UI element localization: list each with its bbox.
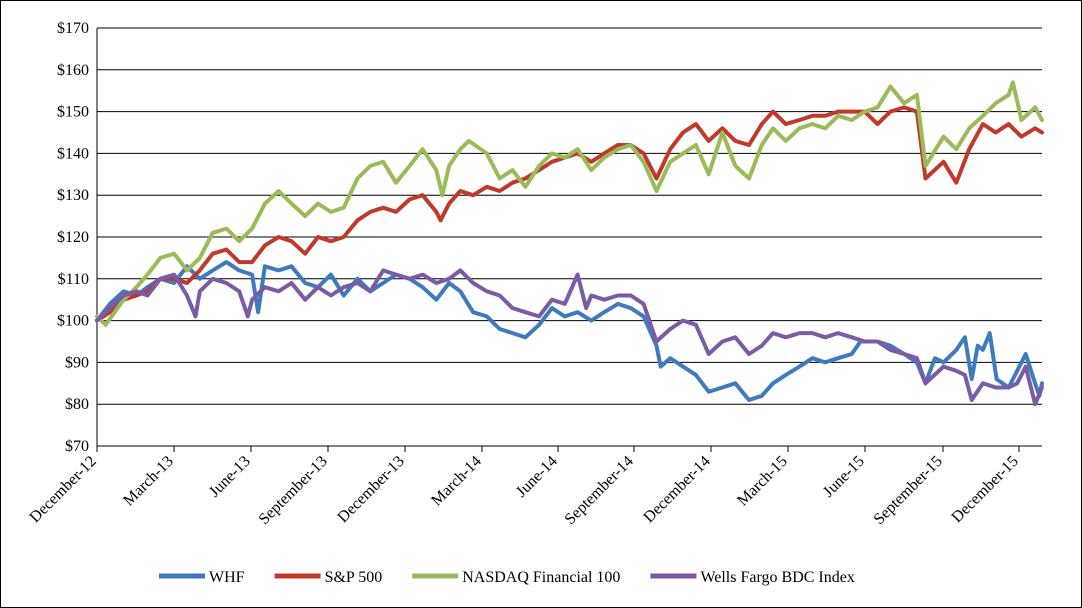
legend: WHF S&P 500 NASDAQ Financial 100 Wells Farg… (159, 569, 855, 586)
y-tick-label: $150 (57, 104, 89, 121)
legend-label: S&P 500 (325, 569, 383, 586)
legend-label: WHF (209, 569, 245, 586)
gridlines (97, 27, 1042, 447)
x-tick-label: December-15 (948, 453, 1021, 526)
y-tick-label: $80 (65, 396, 89, 413)
y-tick-label: $170 (57, 20, 89, 37)
x-axis: December-12 March-13 June-13 September-13 De… (26, 445, 1042, 528)
y-tick-label: $100 (57, 313, 89, 330)
y-tick-label: $140 (57, 145, 89, 162)
legend-label: Wells Fargo BDC Index (700, 569, 854, 586)
y-tick-label: $70 (65, 438, 89, 455)
y-tick-label: $90 (65, 354, 89, 371)
x-tick-label: December-14 (640, 453, 713, 526)
x-tick-label: December-13 (334, 453, 407, 526)
x-tick-label: June-15 (820, 453, 868, 501)
series-lines (95, 80, 1044, 407)
y-axis: $70 $80 $90 $100 $110 $120 $130 $140 $150 $160 $17… (57, 20, 98, 455)
x-tick-label: June-14 (513, 453, 561, 501)
x-tick-label: September-15 (871, 453, 946, 528)
legend-label: NASDAQ Financial 100 (462, 569, 620, 586)
x-tick-label: March-13 (120, 453, 177, 510)
y-tick-label: $160 (57, 62, 89, 79)
x-tick-label: September-13 (256, 453, 331, 528)
series-line-0 (95, 260, 1044, 402)
x-tick-label: June-13 (206, 453, 254, 501)
x-tick-label: September-14 (562, 453, 637, 528)
x-tick-label: March-15 (734, 453, 791, 510)
series-line-3 (95, 268, 1044, 407)
series-line-2 (95, 80, 1044, 327)
x-tick-label: December-12 (26, 453, 99, 526)
y-tick-label: $110 (58, 271, 89, 288)
y-tick-label: $130 (57, 187, 89, 204)
y-tick-label: $120 (57, 229, 89, 246)
x-tick-label: March-14 (428, 453, 485, 510)
